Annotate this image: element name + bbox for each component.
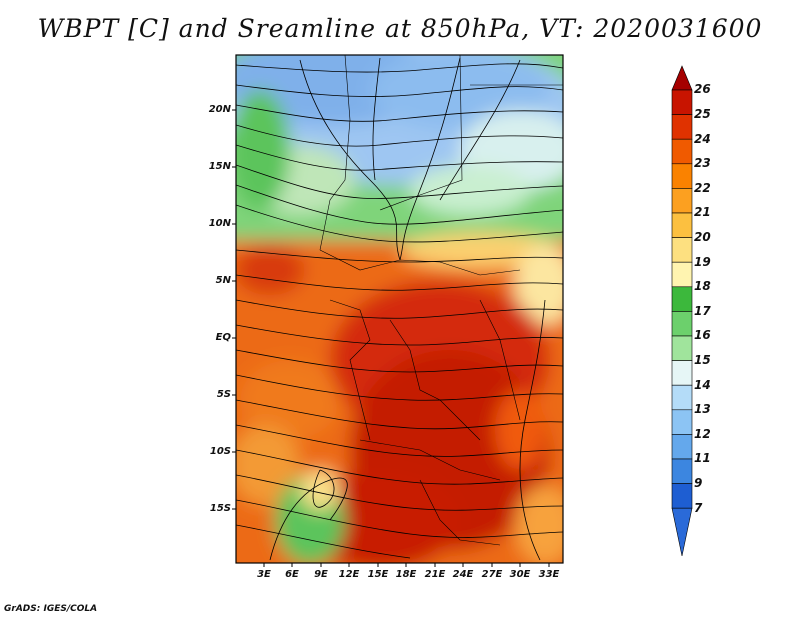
- colorbar-segment: [671, 212, 693, 238]
- y-tick-label: EQ: [215, 332, 231, 343]
- colorbar-label: 18: [694, 279, 711, 293]
- x-tick-label: 3E: [257, 569, 271, 580]
- colorbar-segment: [671, 261, 693, 288]
- colorbar-label: 26: [694, 82, 711, 96]
- y-tick-label: 10N: [208, 218, 231, 229]
- colorbar-label: 21: [694, 205, 711, 219]
- country-borders: [319, 55, 563, 546]
- y-tick-label: 5S: [216, 389, 231, 400]
- colorbar-label: 12: [694, 427, 711, 441]
- colorbar-label: 17: [694, 304, 711, 318]
- colorbar-label: 22: [694, 181, 711, 195]
- colorbar-segment: [671, 163, 693, 189]
- colorbar-segment: [671, 384, 693, 411]
- streamlines: [236, 57, 563, 561]
- colorbar-label: 14: [694, 378, 711, 392]
- axis-ticks: [232, 109, 550, 567]
- colorbar-segment: [671, 237, 693, 263]
- colorbar-label: 11: [694, 451, 711, 465]
- colorbar-segment: [671, 434, 693, 460]
- y-tick-label: 15S: [209, 503, 231, 514]
- colorbar-segment: [671, 286, 693, 312]
- map-frame: [235, 54, 564, 564]
- colorbar-label: 25: [694, 107, 711, 121]
- colorbar-segment: [671, 311, 693, 337]
- colorbar-label: 24: [694, 132, 711, 146]
- y-tick-label: 15N: [208, 161, 231, 172]
- colorbar-segment: [671, 483, 693, 509]
- x-tick-label: 21E: [424, 569, 446, 580]
- colorbar-segment: [671, 114, 693, 140]
- x-tick-label: 18E: [395, 569, 417, 580]
- x-tick-label: 24E: [452, 569, 474, 580]
- colorbar-segment: [671, 335, 693, 361]
- y-tick-label: 5N: [215, 275, 231, 286]
- colorbar-segment: [671, 138, 693, 165]
- x-tick-label: 15E: [367, 569, 389, 580]
- colorbar-top-arrow: [671, 65, 693, 91]
- x-tick-label: 33E: [538, 569, 560, 580]
- colorbar-label: 23: [694, 156, 711, 170]
- colorbar-segment: [671, 409, 693, 435]
- map-title: WBPT [C] and Sreamline at 850hPa, VT: 20…: [37, 14, 763, 43]
- colorbar-label: 7: [694, 501, 703, 515]
- x-tick-label: 27E: [481, 569, 503, 580]
- colorbar-segment: [671, 89, 693, 115]
- x-tick-label: 12E: [338, 569, 360, 580]
- x-tick-label: 6E: [285, 569, 299, 580]
- colorbar-label: 15: [694, 353, 711, 367]
- grads-credit: GrADS: IGES/COLA: [4, 604, 98, 614]
- x-tick-label: 30E: [509, 569, 531, 580]
- colorbar-label: 20: [694, 230, 711, 244]
- y-tick-label: 20N: [208, 104, 231, 115]
- colorbar-label: 9: [694, 476, 703, 490]
- colorbar-segment: [671, 458, 693, 484]
- colorbar-label: 13: [694, 402, 711, 416]
- colorbar-bottom-arrow: [671, 507, 693, 557]
- colorbar-segment: [671, 360, 693, 386]
- y-tick-label: 10S: [209, 446, 231, 457]
- x-tick-label: 9E: [314, 569, 328, 580]
- wbpt-shading: [236, 55, 563, 563]
- colorbar-label: 16: [694, 328, 711, 342]
- colorbar: [671, 65, 693, 557]
- colorbar-label: 19: [694, 255, 711, 269]
- colorbar-segment: [671, 188, 693, 214]
